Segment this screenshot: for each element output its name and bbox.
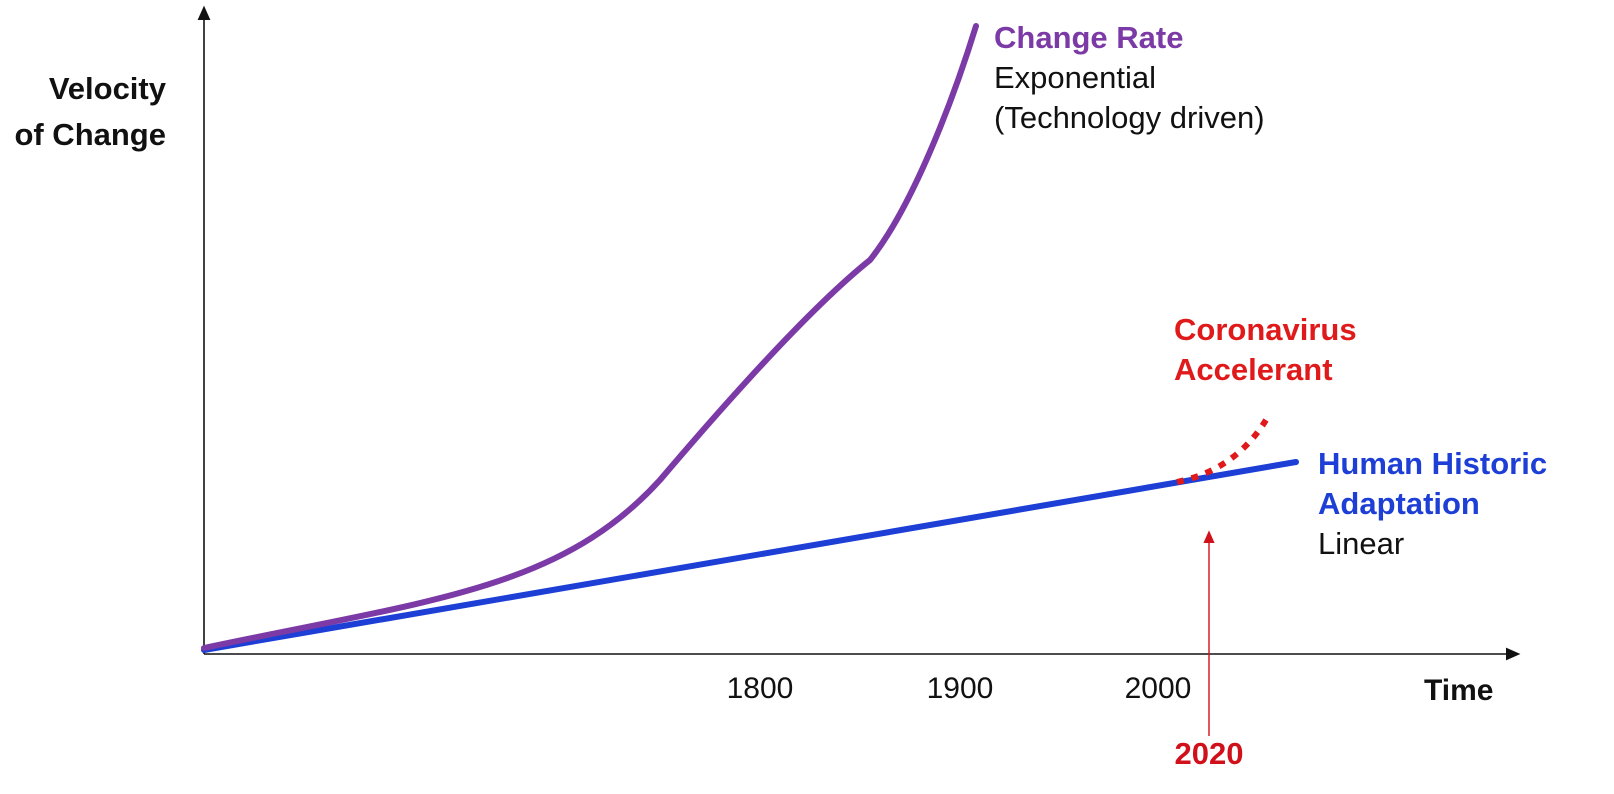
x-axis-title: Time xyxy=(1424,674,1494,707)
y-axis-title-line-2: of Change xyxy=(14,117,166,152)
human-adaptation-label-line-2: Adaptation xyxy=(1318,486,1480,521)
series-coronavirus-line xyxy=(1176,418,1269,485)
y-axis-title: Velocity of Change xyxy=(0,66,166,158)
year-marker-label: 2020 xyxy=(1174,736,1244,771)
coronavirus-label-line-2: Accelerant xyxy=(1174,352,1333,387)
x-tick-label: 1900 xyxy=(926,672,994,705)
x-tick-label: 2000 xyxy=(1124,672,1192,705)
x-tick-label: 1800 xyxy=(726,672,794,705)
change-rate-description-1: Exponential xyxy=(994,60,1157,95)
coronavirus-annotation: Coronavirus Accelerant xyxy=(1174,310,1357,390)
change-rate-annotation: Change Rate Exponential (Technology driv… xyxy=(994,18,1265,138)
human-adaptation-annotation: Human Historic Adaptation Linear xyxy=(1318,444,1547,564)
human-adaptation-description: Linear xyxy=(1318,526,1405,561)
change-rate-description-2: (Technology driven) xyxy=(994,100,1265,135)
y-axis-title-line-1: Velocity xyxy=(48,71,166,106)
human-adaptation-label-line-1: Human Historic xyxy=(1318,446,1548,481)
coronavirus-label-line-1: Coronavirus xyxy=(1174,312,1357,347)
series-change-rate-line xyxy=(201,23,979,651)
series-human-adaptation-line xyxy=(201,459,1299,653)
change-rate-label: Change Rate xyxy=(994,20,1184,55)
